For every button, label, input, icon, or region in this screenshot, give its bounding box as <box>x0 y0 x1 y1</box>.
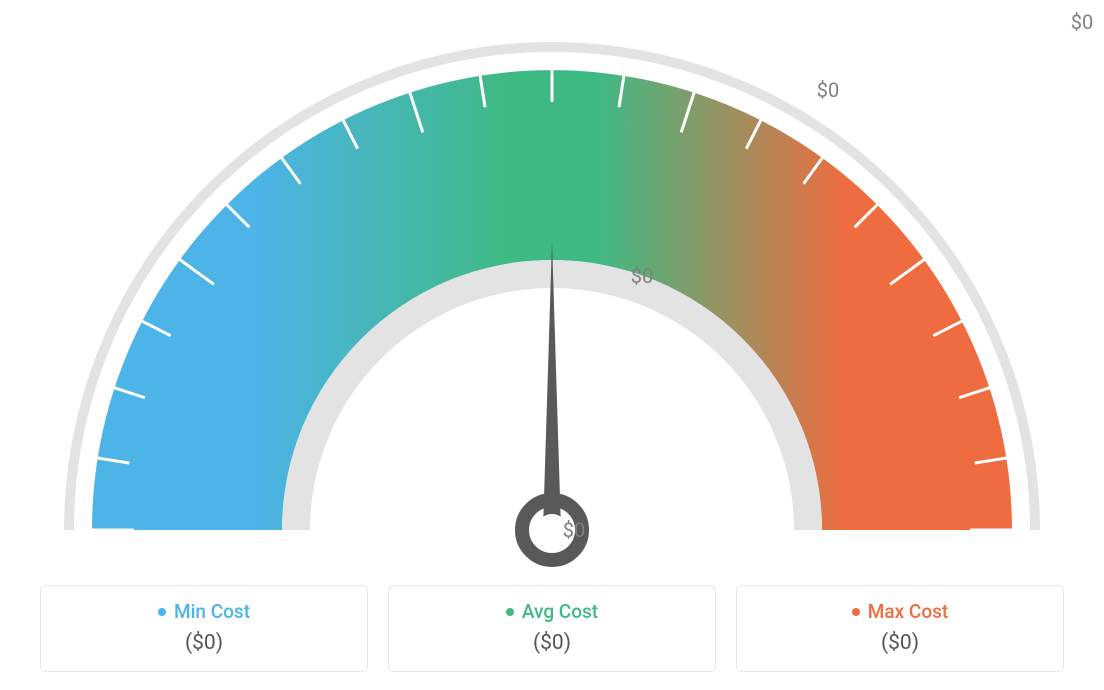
gauge-scale-label: $0 <box>817 78 839 102</box>
legend-card-avg: Avg Cost ($0) <box>388 585 716 672</box>
gauge-scale-label: $0 <box>1071 10 1093 34</box>
cost-gauge-widget: $0$0$0$0$0$0$0 Min Cost ($0) Avg Cost ($… <box>0 0 1104 690</box>
legend-card-max: Max Cost ($0) <box>736 585 1064 672</box>
legend-label-avg: Avg Cost <box>522 600 598 623</box>
legend-value-min: ($0) <box>59 631 349 655</box>
legend-value-avg: ($0) <box>407 631 697 655</box>
legend-dot-max <box>852 608 860 616</box>
legend-row: Min Cost ($0) Avg Cost ($0) Max Cost ($0… <box>40 585 1064 672</box>
legend-card-min: Min Cost ($0) <box>40 585 368 672</box>
legend-dot-avg <box>506 608 514 616</box>
gauge-scale-label: $0 <box>563 518 585 542</box>
legend-dot-min <box>158 608 166 616</box>
legend-label-max: Max Cost <box>868 600 948 623</box>
gauge-chart <box>22 10 1082 570</box>
legend-value-max: ($0) <box>755 631 1045 655</box>
gauge-scale-label: $0 <box>631 264 653 288</box>
legend-label-min: Min Cost <box>174 600 250 623</box>
